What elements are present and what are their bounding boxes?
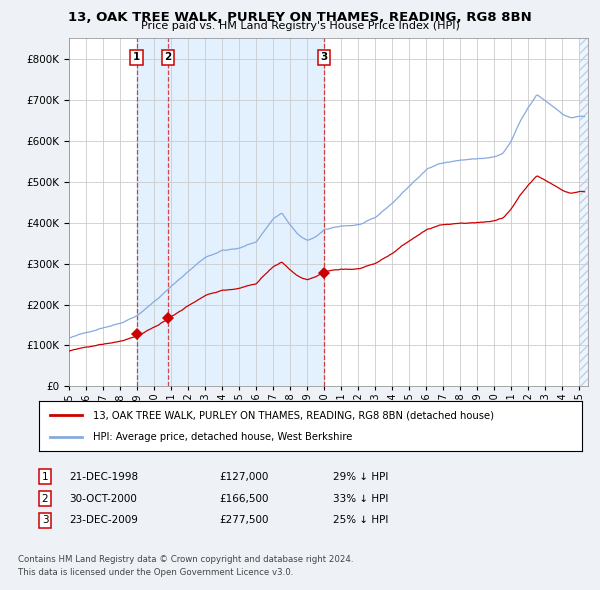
Text: This data is licensed under the Open Government Licence v3.0.: This data is licensed under the Open Gov… bbox=[18, 568, 293, 577]
Text: £277,500: £277,500 bbox=[219, 516, 269, 525]
Bar bbox=[137, 38, 168, 386]
Text: 1: 1 bbox=[133, 53, 140, 63]
Text: 2: 2 bbox=[41, 494, 49, 503]
Text: 33% ↓ HPI: 33% ↓ HPI bbox=[333, 494, 388, 503]
Bar bbox=[168, 38, 324, 386]
Text: 2: 2 bbox=[164, 53, 172, 63]
Text: £166,500: £166,500 bbox=[219, 494, 269, 503]
Text: Price paid vs. HM Land Registry's House Price Index (HPI): Price paid vs. HM Land Registry's House … bbox=[140, 21, 460, 31]
Bar bbox=[580, 38, 588, 386]
Text: 1: 1 bbox=[41, 472, 49, 481]
Text: 30-OCT-2000: 30-OCT-2000 bbox=[69, 494, 137, 503]
Text: 23-DEC-2009: 23-DEC-2009 bbox=[69, 516, 138, 525]
Text: 13, OAK TREE WALK, PURLEY ON THAMES, READING, RG8 8BN: 13, OAK TREE WALK, PURLEY ON THAMES, REA… bbox=[68, 11, 532, 24]
Text: 3: 3 bbox=[41, 516, 49, 525]
Text: £127,000: £127,000 bbox=[219, 472, 268, 481]
Text: 13, OAK TREE WALK, PURLEY ON THAMES, READING, RG8 8BN (detached house): 13, OAK TREE WALK, PURLEY ON THAMES, REA… bbox=[94, 410, 494, 420]
Text: 21-DEC-1998: 21-DEC-1998 bbox=[69, 472, 138, 481]
Text: Contains HM Land Registry data © Crown copyright and database right 2024.: Contains HM Land Registry data © Crown c… bbox=[18, 555, 353, 564]
Text: 25% ↓ HPI: 25% ↓ HPI bbox=[333, 516, 388, 525]
Text: HPI: Average price, detached house, West Berkshire: HPI: Average price, detached house, West… bbox=[94, 432, 353, 442]
Text: 3: 3 bbox=[320, 53, 328, 63]
Text: 29% ↓ HPI: 29% ↓ HPI bbox=[333, 472, 388, 481]
